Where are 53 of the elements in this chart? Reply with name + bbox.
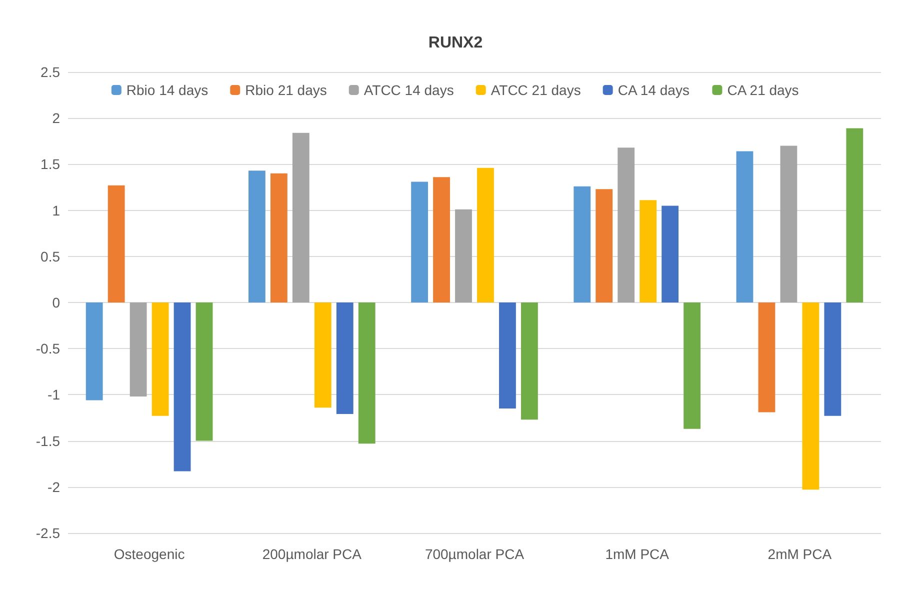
bar: [108, 185, 125, 302]
y-tick-label: -1.5: [36, 432, 60, 449]
x-tick-label: 1mM PCA: [605, 546, 670, 562]
legend-label: ATCC 21 days: [490, 82, 581, 98]
y-tick-label: 0.5: [40, 248, 60, 264]
bar: [824, 302, 842, 416]
bar: [802, 302, 820, 490]
legend-label: CA 14 days: [618, 82, 690, 98]
legend-label: Rbio 21 days: [245, 82, 327, 98]
bar: [270, 173, 288, 302]
y-tick-label: -2.5: [36, 525, 60, 541]
bar: [758, 302, 776, 412]
bar: [736, 151, 754, 302]
bar: [455, 209, 472, 302]
bar: [248, 170, 266, 302]
legend-label: Rbio 14 days: [126, 82, 208, 98]
x-tick-label: Osteogenic: [114, 546, 185, 562]
bar: [196, 302, 213, 441]
bar: [574, 186, 591, 302]
bar: [846, 128, 864, 302]
chart-title: RUNX2: [428, 34, 483, 52]
x-tick-label: 2mM PCA: [768, 546, 832, 562]
bar: [86, 302, 103, 400]
bar: [174, 302, 191, 472]
y-tick-label: 2.5: [40, 64, 60, 80]
y-tick-label: 1.5: [40, 156, 60, 172]
bar: [292, 132, 310, 302]
bar: [433, 177, 450, 302]
legend-label: ATCC 14 days: [364, 82, 454, 98]
y-tick-label: 1: [52, 202, 60, 218]
y-tick-label: 2: [52, 110, 60, 126]
bar: [477, 168, 494, 302]
bar: [358, 302, 376, 444]
legend-label: CA 21 days: [727, 82, 799, 98]
bar: [618, 148, 635, 302]
y-tick-label: 0: [52, 294, 60, 310]
bar: [640, 200, 657, 302]
bar: [780, 146, 798, 302]
bar: [336, 302, 354, 414]
y-tick-label: -2: [48, 478, 60, 495]
bar: [152, 302, 169, 416]
bar: [130, 302, 147, 397]
bar: [314, 302, 332, 408]
bar: [411, 182, 428, 302]
bar: [499, 302, 516, 409]
y-tick-label: -1: [48, 386, 60, 403]
x-tick-label: 700µmolar PCA: [424, 546, 525, 562]
y-tick-label: -0.5: [36, 340, 60, 357]
bar: [521, 302, 538, 420]
bar: [662, 206, 679, 302]
x-tick-label: 200µmolar PCA: [262, 546, 362, 562]
bar: [684, 302, 701, 429]
bar: [596, 189, 613, 302]
